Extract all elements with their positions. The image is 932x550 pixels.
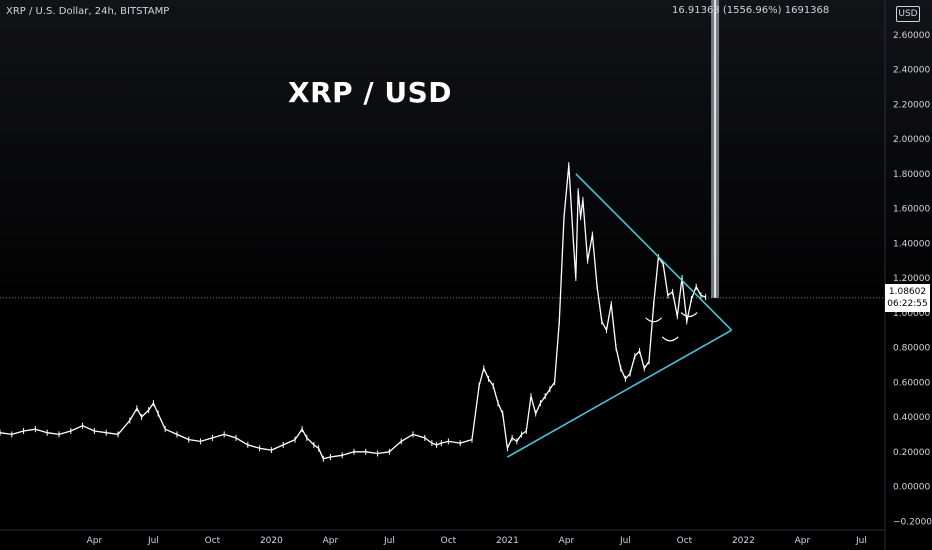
x-tick-label: 2022 xyxy=(732,536,755,546)
y-tick-label: 0.20000 xyxy=(893,448,930,458)
measure-label: 16.91368 (1556.96%) 1691368 xyxy=(672,5,830,16)
y-tick-label: 1.20000 xyxy=(893,274,930,284)
y-tick-label: 2.00000 xyxy=(893,135,930,145)
y-tick-label: 1.60000 xyxy=(893,205,930,215)
candle-countdown: 06:22:55 xyxy=(887,299,928,309)
y-tick-label: 2.20000 xyxy=(893,100,930,110)
price-series-line xyxy=(0,164,706,460)
y-tick-label: 0.00000 xyxy=(893,483,930,493)
x-tick-label: Oct xyxy=(677,536,693,546)
x-tick-label: Jul xyxy=(383,536,395,546)
y-tick-label: 0.40000 xyxy=(893,413,930,423)
x-tick-label: Jul xyxy=(147,536,159,546)
x-tick-label: Jul xyxy=(619,536,631,546)
currency-badge[interactable]: USD xyxy=(896,6,920,22)
x-tick-label: Apr xyxy=(795,536,811,546)
x-tick-label: 2020 xyxy=(260,536,283,546)
x-tick-label: Apr xyxy=(323,536,339,546)
y-tick-label: 1.80000 xyxy=(893,170,930,180)
x-tick-label: Oct xyxy=(441,536,457,546)
x-tick-label: Apr xyxy=(559,536,575,546)
y-tick-label: 1.40000 xyxy=(893,239,930,249)
y-tick-label: 0.60000 xyxy=(893,378,930,388)
symbol-header[interactable]: XRP / U.S. Dollar, 24h, BITSTAMP xyxy=(6,6,170,17)
pattern-arc xyxy=(645,317,663,323)
price-tag: 1.08602 06:22:55 xyxy=(885,284,930,312)
pattern-arc xyxy=(680,312,698,318)
y-tick-label: 1.00000 xyxy=(893,309,930,319)
x-tick-label: Apr xyxy=(87,536,103,546)
y-tick-label: 0.80000 xyxy=(893,344,930,354)
chart-title: XRP / USD xyxy=(288,76,453,109)
y-tick-label: 2.60000 xyxy=(893,31,930,41)
x-tick-label: 2021 xyxy=(496,536,519,546)
pattern-arc xyxy=(661,336,679,342)
x-tick-label: Jul xyxy=(855,536,867,546)
trendline-lower xyxy=(507,329,732,458)
current-price-label: 1.08602 xyxy=(888,287,927,297)
x-tick-label: Oct xyxy=(205,536,221,546)
y-tick-label: 2.40000 xyxy=(893,66,930,76)
measure-bar-core xyxy=(714,0,717,298)
y-tick-label: −0.20000 xyxy=(893,517,932,527)
trendline-upper xyxy=(575,173,733,331)
